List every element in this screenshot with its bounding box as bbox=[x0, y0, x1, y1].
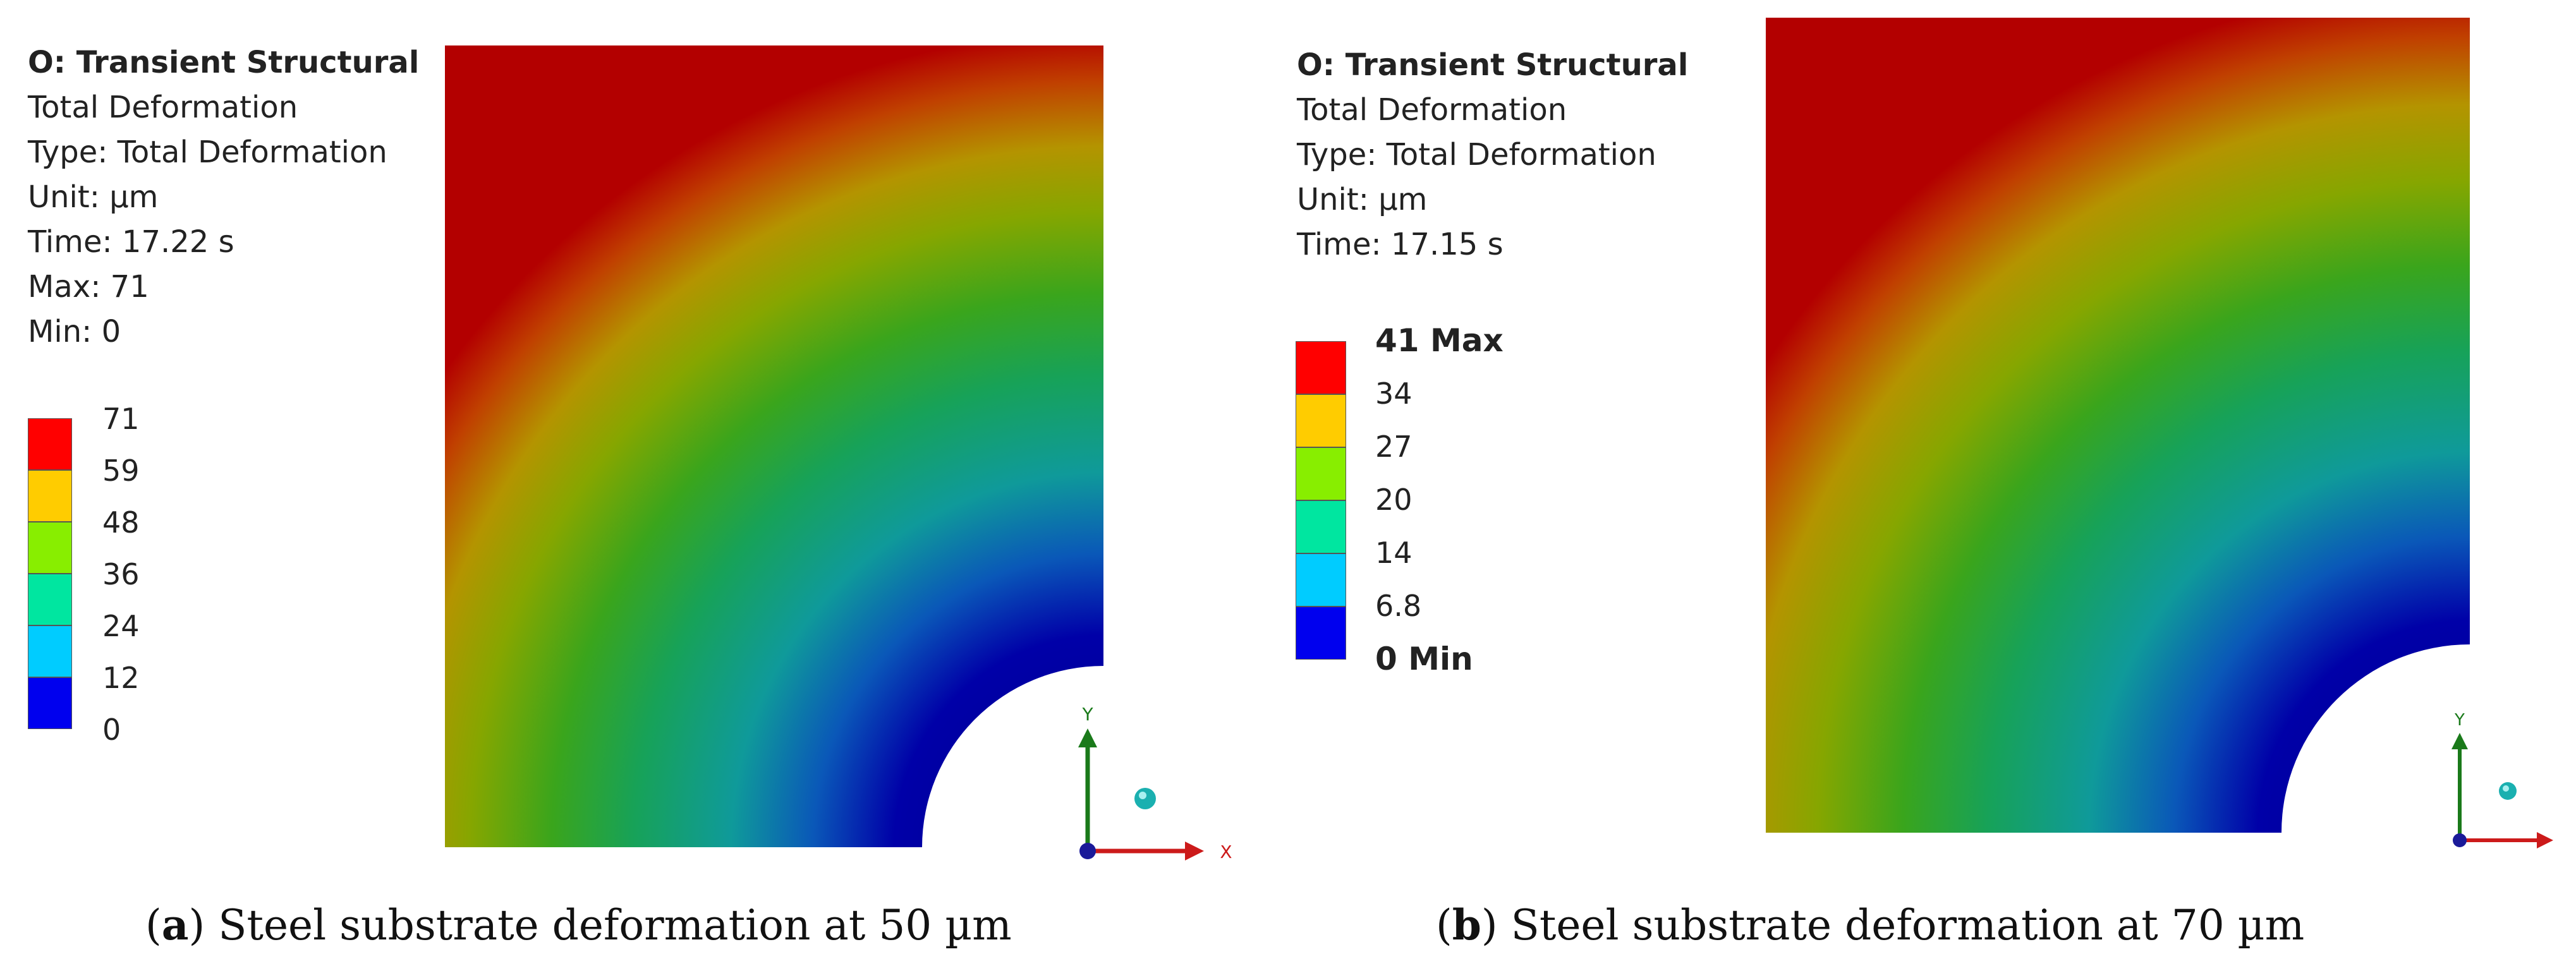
panel-b-contour-plot: Y bbox=[1766, 18, 2553, 848]
legend-swatch bbox=[1296, 607, 1346, 660]
result-max: Max: 71 bbox=[28, 269, 149, 305]
legend-swatch bbox=[1296, 447, 1346, 500]
coordinate-triad bbox=[2451, 733, 2553, 848]
axis-y-label: Y bbox=[1081, 704, 1093, 725]
legend-label: 24 bbox=[102, 609, 140, 643]
legend-label: 71 bbox=[102, 402, 140, 436]
legend-label: 48 bbox=[102, 505, 140, 540]
caption-close: ) bbox=[188, 901, 205, 950]
legend-swatch bbox=[28, 418, 72, 470]
plate-geometry bbox=[1766, 18, 2470, 833]
result-unit: Unit: µm bbox=[1297, 182, 1428, 217]
caption-letter: b bbox=[1452, 900, 1481, 950]
caption-open: ( bbox=[145, 901, 162, 950]
analysis-title: O: Transient Structural bbox=[28, 45, 420, 80]
legend-label: 27 bbox=[1375, 430, 1413, 464]
axis-x-label: X bbox=[1220, 842, 1232, 862]
caption-close: ) bbox=[1481, 901, 1498, 950]
legend-swatch bbox=[28, 522, 72, 574]
result-time: Time: 17.22 s bbox=[28, 224, 234, 260]
analysis-title: O: Transient Structural bbox=[1297, 47, 1689, 83]
legend-label: 0 Min bbox=[1375, 641, 1473, 677]
legend-swatch bbox=[28, 574, 72, 625]
panel-b-info: O: Transient Structural Total Deformatio… bbox=[1297, 43, 1688, 267]
legend-label: 0 bbox=[102, 713, 121, 747]
result-time: Time: 17.15 s bbox=[1297, 227, 1504, 262]
panel-b-legend: 41 Max 34 27 20 14 6.8 0 Min bbox=[1296, 322, 1548, 677]
panel-b-caption: (b) Steel substrate deformation at 70 µm bbox=[1436, 900, 2304, 950]
plate-geometry bbox=[445, 45, 1103, 847]
result-unit: Unit: µm bbox=[28, 179, 159, 215]
legend-swatch bbox=[1296, 394, 1346, 447]
result-type: Type: Total Deformation bbox=[28, 135, 387, 170]
legend-label: 34 bbox=[1375, 377, 1413, 411]
legend-label: 14 bbox=[1375, 536, 1413, 570]
caption-open: ( bbox=[1436, 901, 1452, 950]
result-name: Total Deformation bbox=[1297, 92, 1567, 128]
legend-swatch bbox=[28, 677, 72, 729]
axis-y-label: Y bbox=[2454, 711, 2465, 730]
caption-text: Steel substrate deformation at 50 µm bbox=[205, 901, 1012, 950]
caption-letter: a bbox=[161, 900, 189, 950]
legend-swatch bbox=[1296, 341, 1346, 394]
legend-label: 6.8 bbox=[1375, 589, 1422, 623]
panel-a-legend: 71 59 48 36 24 12 0 bbox=[28, 402, 154, 747]
panel-a-info: O: Transient Structural Total Deformatio… bbox=[28, 40, 419, 354]
legend-swatch bbox=[28, 470, 72, 522]
panel-a-contour-plot: Y X bbox=[445, 45, 1232, 862]
legend-label: 59 bbox=[102, 454, 140, 488]
legend-swatch bbox=[1296, 500, 1346, 553]
legend-swatch bbox=[28, 625, 72, 677]
result-min: Min: 0 bbox=[28, 314, 121, 349]
result-name: Total Deformation bbox=[28, 90, 298, 125]
legend-label: 20 bbox=[1375, 483, 1413, 517]
panel-a-caption: (a) Steel substrate deformation at 50 µm bbox=[145, 900, 1012, 950]
result-type: Type: Total Deformation bbox=[1297, 137, 1656, 172]
legend-label: 36 bbox=[102, 557, 140, 591]
legend-label: 41 Max bbox=[1375, 322, 1504, 359]
legend-swatch bbox=[1296, 553, 1346, 607]
legend-label: 12 bbox=[102, 661, 140, 695]
caption-text: Steel substrate deformation at 70 µm bbox=[1497, 901, 2305, 950]
coordinate-triad bbox=[1078, 728, 1204, 860]
